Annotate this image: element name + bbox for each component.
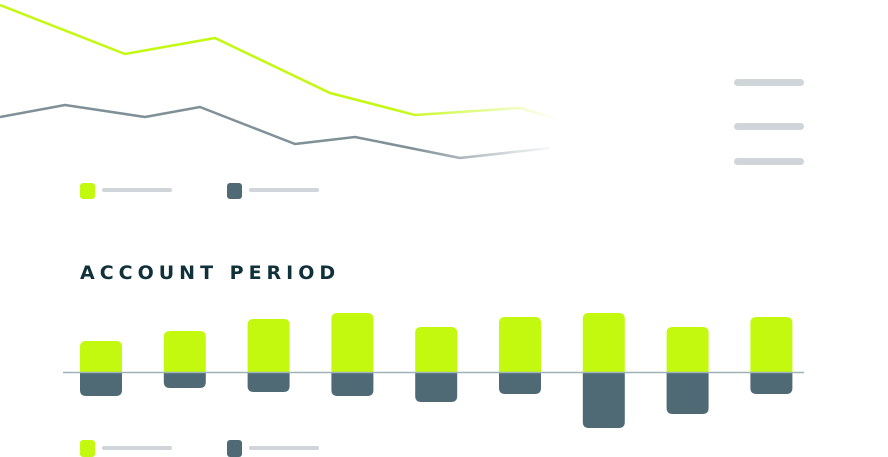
legend-swatch-gray [227,440,242,457]
legend-label-placeholder [249,188,319,192]
side-placeholder-lines [734,79,804,165]
bar-positive-7 [582,313,625,372]
placeholder-line [734,79,804,86]
line-series-gray [0,103,551,160]
legend-label-placeholder [102,446,172,450]
bar-negative-8 [666,372,709,414]
bar-positive-6 [499,317,541,372]
bar-negative-5 [415,372,458,402]
bar-negative-4 [331,372,374,396]
bar-negative-6 [499,372,541,394]
bar-positive-3 [247,319,290,372]
bar-positive-8 [666,327,709,372]
legend-label-placeholder [102,188,172,192]
line-series-green [0,3,561,122]
bar-positive-2 [163,331,206,372]
bar-positive-4 [331,313,374,372]
bar-negative-3 [247,372,290,392]
bar-negative-1 [80,372,122,396]
legend-swatch-gray [227,183,242,199]
bar-positive-5 [415,327,458,372]
placeholder-line [734,158,804,165]
bar-positive-9 [750,317,793,372]
bar-negative-2 [163,372,206,388]
line-legend [80,183,319,199]
placeholder-line [734,123,804,130]
legend-swatch-green [80,440,95,457]
bar-positive-1 [80,341,122,372]
chart-title: ACCOUNT PERIOD [80,262,341,284]
bar-legend [80,440,319,457]
legend-label-placeholder [249,446,319,450]
bar-negative-7 [582,372,625,428]
bar-negative-9 [750,372,793,394]
legend-swatch-green [80,183,95,199]
